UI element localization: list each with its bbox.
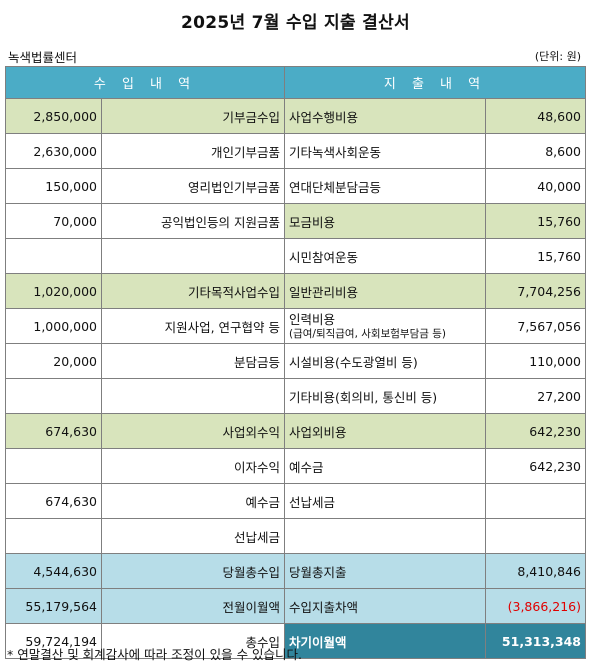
expense-item-cell: 인력비용 (급여/퇴직급여, 사회보험부담금 등): [284, 308, 486, 344]
expense-item-cell: 수입지출차액: [284, 588, 486, 624]
expense-amount-cell: 642,230: [485, 413, 586, 449]
table-row: 1,000,000 지원사업, 연구협약 등 인력비용 (급여/퇴직급여, 사회보험부…: [5, 308, 586, 344]
income-amount-cell: 55,179,564: [5, 588, 102, 624]
table-row: 55,179,564 전월이월액 수입지출차액 (3,866,216): [5, 588, 586, 624]
income-amount-cell: 1,020,000: [5, 273, 102, 309]
expense-amount-cell: [485, 518, 586, 554]
income-item-cell: 개인기부금품: [101, 133, 285, 169]
income-item-cell: 분담금등: [101, 343, 285, 379]
expense-header: 지 출 내 역: [284, 66, 586, 99]
expense-amount-cell: 642,230: [485, 448, 586, 484]
income-item-cell: 총수입: [101, 623, 285, 659]
income-amount-cell: [5, 238, 102, 274]
expense-amount-cell: 7,567,056: [485, 308, 586, 344]
expense-amount-cell: 110,000: [485, 343, 586, 379]
income-item-cell: 전월이월액: [101, 588, 285, 624]
organization-name: 녹색법률센터: [8, 50, 78, 65]
expense-item-detail: (급여/퇴직급여, 사회보험부담금 등): [289, 327, 446, 340]
expense-amount-cell: 48,600: [485, 98, 586, 134]
income-item-cell: 영리법인기부금품: [101, 168, 285, 204]
expense-item-cell: 선납세금: [284, 483, 486, 519]
expense-item-label: 인력비용: [289, 311, 336, 327]
expense-item-cell: 사업수행비용: [284, 98, 486, 134]
expense-item-cell: 예수금: [284, 448, 486, 484]
income-amount-cell: [5, 378, 102, 414]
income-amount-cell: 4,544,630: [5, 553, 102, 589]
income-amount-cell: [5, 448, 102, 484]
expense-amount-cell: 15,760: [485, 203, 586, 239]
expense-item-cell: 시민참여운동: [284, 238, 486, 274]
income-item-cell: [101, 378, 285, 414]
income-item-cell: 공익법인등의 지원금품: [101, 203, 285, 239]
table-row: 2,630,000 개인기부금품 기타녹색사회운동 8,600: [5, 133, 586, 169]
expense-item-cell: 차기이월액: [284, 623, 486, 659]
table-header-row: 수 입 내 역 지 출 내 역: [5, 66, 586, 99]
table-row: 이자수익 예수금 642,230: [5, 448, 586, 484]
table-row: 기타비용(회의비, 통신비 등) 27,200: [5, 378, 586, 414]
table-row: 시민참여운동 15,760: [5, 238, 586, 274]
table-row: 70,000 공익법인등의 지원금품 모금비용 15,760: [5, 203, 586, 239]
income-amount-cell: 674,630: [5, 413, 102, 449]
income-amount-cell: 2,630,000: [5, 133, 102, 169]
expense-amount-cell: 15,760: [485, 238, 586, 274]
expense-amount-cell: 8,410,846: [485, 553, 586, 589]
expense-amount-cell: 51,313,348: [485, 623, 586, 659]
expense-item-cell: [284, 518, 486, 554]
income-item-cell: 당월총수입: [101, 553, 285, 589]
footnote: * 연말결산 및 회계감사에 따라 조정이 있을 수 있습니다.: [7, 647, 303, 662]
expense-amount-cell: 8,600: [485, 133, 586, 169]
expense-item-cell: 기타녹색사회운동: [284, 133, 486, 169]
table-row: 4,544,630 당월총수입 당월총지출 8,410,846: [5, 553, 586, 589]
income-amount-cell: [5, 518, 102, 554]
income-expense-table: 수 입 내 역 지 출 내 역 2,850,000 기부금수입 사업수행비용 48,6…: [5, 66, 586, 659]
income-amount-cell: 20,000: [5, 343, 102, 379]
table-row: 59,724,194 총수입 차기이월액 51,313,348: [5, 623, 586, 659]
table-row: 1,020,000 기타목적사업수입 일반관리비용 7,704,256: [5, 273, 586, 309]
income-amount-cell: 59,724,194: [5, 623, 102, 659]
expense-item-cell: 연대단체분담금등: [284, 168, 486, 204]
income-amount-cell: 674,630: [5, 483, 102, 519]
income-amount-cell: 1,000,000: [5, 308, 102, 344]
income-amount-cell: 2,850,000: [5, 98, 102, 134]
table-row: 선납세금: [5, 518, 586, 554]
table-row: 20,000 분담금등 시설비용(수도광열비 등) 110,000: [5, 343, 586, 379]
expense-item-cell: 사업외비용: [284, 413, 486, 449]
expense-amount-cell: 40,000: [485, 168, 586, 204]
expense-item-cell: 모금비용: [284, 203, 486, 239]
table-row: 150,000 영리법인기부금품 연대단체분담금등 40,000: [5, 168, 586, 204]
expense-amount-cell: 7,704,256: [485, 273, 586, 309]
expense-item-cell: 일반관리비용: [284, 273, 486, 309]
income-item-cell: [101, 238, 285, 274]
expense-item-cell: 기타비용(회의비, 통신비 등): [284, 378, 486, 414]
expense-amount-cell: 27,200: [485, 378, 586, 414]
income-item-cell: 기타목적사업수입: [101, 273, 285, 309]
expense-item-cell: 당월총지출: [284, 553, 486, 589]
income-item-cell: 사업외수익: [101, 413, 285, 449]
income-header: 수 입 내 역: [5, 66, 285, 99]
table-row: 674,630 사업외수익 사업외비용 642,230: [5, 413, 586, 449]
table-body: 2,850,000 기부금수입 사업수행비용 48,600 2,630,000 개인기부금…: [5, 98, 586, 659]
expense-amount-cell: [485, 483, 586, 519]
income-amount-cell: 150,000: [5, 168, 102, 204]
income-item-cell: 지원사업, 연구협약 등: [101, 308, 285, 344]
expense-item-cell: 시설비용(수도광열비 등): [284, 343, 486, 379]
income-item-cell: 기부금수입: [101, 98, 285, 134]
table-row: 674,630 예수금 선납세금: [5, 483, 586, 519]
income-item-cell: 이자수익: [101, 448, 285, 484]
income-item-cell: 예수금: [101, 483, 285, 519]
income-item-cell: 선납세금: [101, 518, 285, 554]
table-row: 2,850,000 기부금수입 사업수행비용 48,600: [5, 98, 586, 134]
income-amount-cell: 70,000: [5, 203, 102, 239]
unit-note: (단위: 원): [534, 50, 581, 63]
expense-amount-cell: (3,866,216): [485, 588, 586, 624]
report-title: 2025년 7월 수입 지출 결산서: [181, 13, 410, 33]
